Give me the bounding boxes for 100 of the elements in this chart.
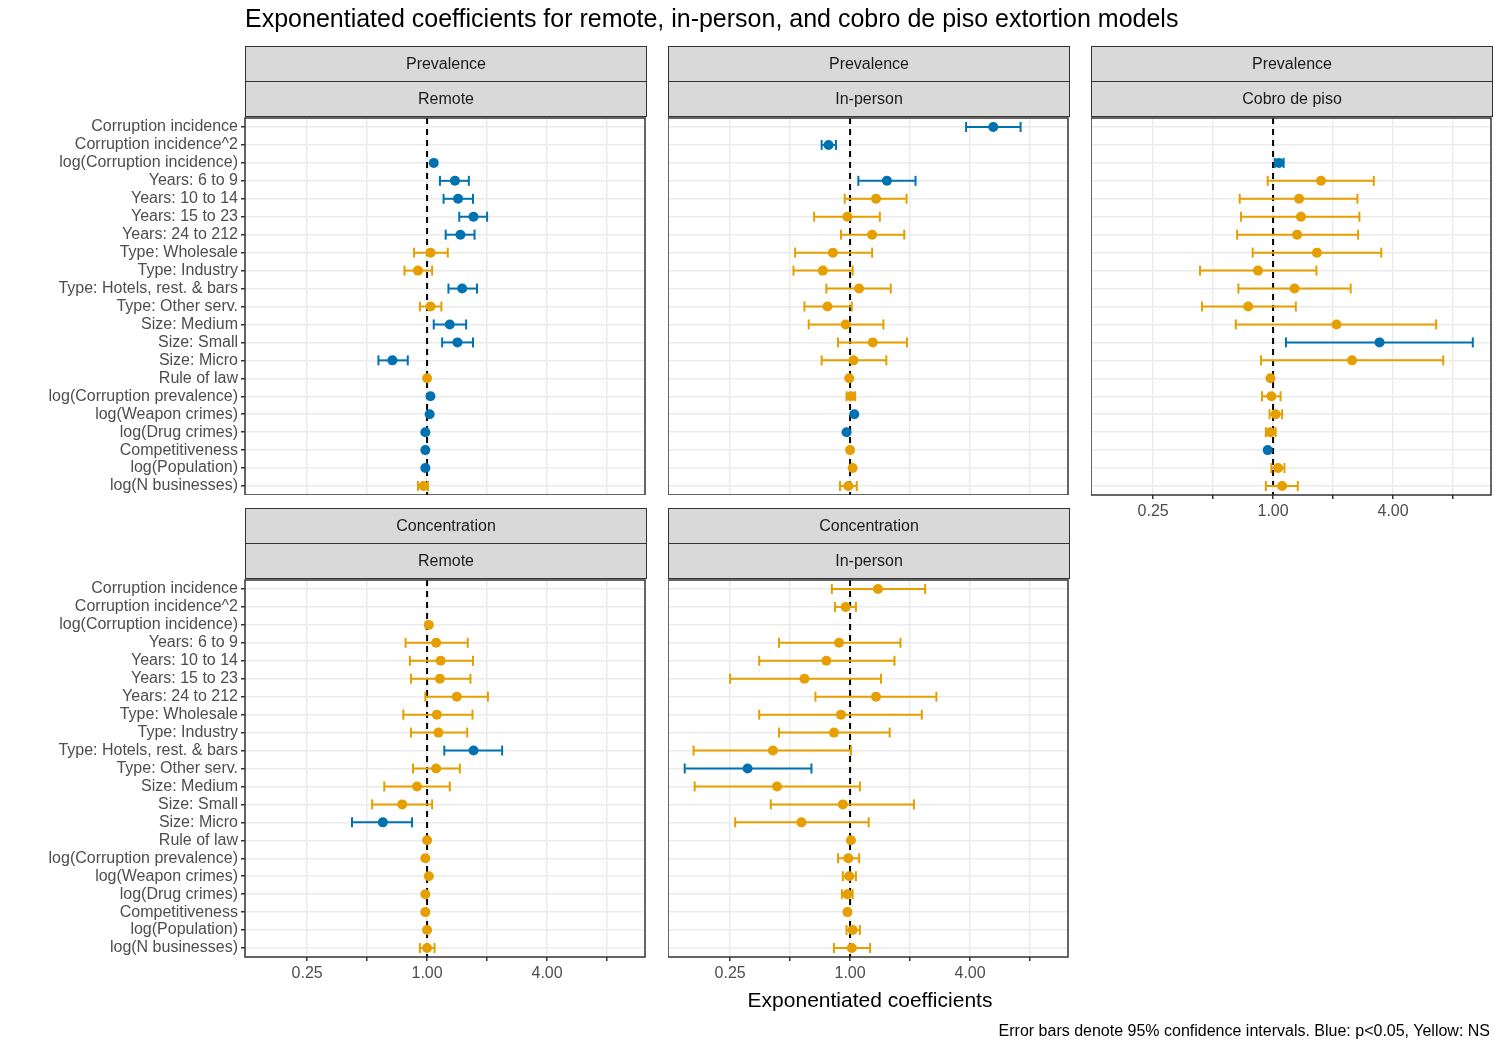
- point: [431, 709, 442, 720]
- point: [457, 283, 468, 294]
- point: [425, 391, 436, 402]
- point: [796, 817, 807, 828]
- chart-subtitle: Concentration: [245, 508, 647, 544]
- x-tick-label: 4.00: [1377, 502, 1409, 520]
- y-tick-label: Years: 10 to 14: [130, 189, 239, 207]
- point: [423, 619, 434, 630]
- y-tick-label: log(N businesses): [109, 938, 238, 956]
- point: [449, 175, 460, 186]
- y-tick-label: Size: Medium: [141, 314, 238, 332]
- point: [420, 889, 431, 900]
- text: Error bars denote 95% confidence intervals. Blue: p<0.05, Yellow: NS: [998, 1022, 1490, 1040]
- y-tick-label: log(Population): [130, 920, 238, 938]
- point: [453, 193, 464, 204]
- y-tick-label: Type: Wholesale: [119, 705, 239, 723]
- point: [420, 463, 431, 474]
- text: In-person: [668, 81, 1070, 117]
- y-tick-label: Years: 6 to 9: [148, 171, 239, 189]
- y-tick-label: Competitiveness: [119, 440, 238, 458]
- y-tick-label: Corruption incidence^2: [74, 135, 239, 153]
- point: [422, 925, 433, 936]
- text: Exponentiated coefficients for remote, in-person, and cobro de piso extortion models: [245, 4, 1179, 33]
- y-tick-label: Corruption incidence: [91, 117, 239, 135]
- point: [420, 427, 431, 438]
- x-tick-label: 4.00: [531, 964, 563, 982]
- x-tick-label: 0.25: [291, 964, 323, 982]
- y-tick-label: log(Corruption incidence): [59, 615, 238, 633]
- y-tick-label: Corruption incidence: [91, 579, 239, 597]
- x-tick-label: 0.25: [714, 964, 746, 982]
- y-tick-label: log(Drug crimes): [119, 884, 238, 902]
- y-tick-label: Years: 15 to 23: [130, 669, 239, 687]
- y-tick-label: Years: 6 to 9: [148, 633, 239, 651]
- point: [452, 337, 463, 348]
- point: [435, 655, 446, 666]
- y-tick-label: log(Population): [130, 458, 238, 476]
- point: [846, 943, 857, 954]
- point: [422, 835, 433, 846]
- y-tick-label: Type: Industry: [137, 723, 238, 740]
- y-tick-label: log(Corruption prevalence): [48, 386, 238, 404]
- y-tick-label: log(Drug crimes): [119, 422, 238, 440]
- y-tick-label: log(Corruption prevalence): [48, 848, 238, 866]
- point: [423, 871, 434, 882]
- point: [840, 601, 851, 612]
- y-tick-label: Corruption incidence^2: [74, 597, 239, 615]
- y-tick-label: Type: Wholesale: [119, 243, 239, 261]
- point: [845, 835, 856, 846]
- text: Remote: [245, 81, 647, 117]
- y-tick-label: Size: Medium: [141, 776, 238, 794]
- y-tick-label: Years: 24 to 212: [122, 225, 239, 243]
- y-tick-label: Years: 24 to 212: [122, 687, 239, 705]
- point: [455, 229, 466, 240]
- point: [425, 247, 436, 258]
- y-tick-label: log(Corruption incidence): [59, 153, 238, 171]
- y-tick-label: Years: 10 to 14: [130, 651, 239, 669]
- point: [431, 637, 442, 648]
- y-tick-label: Type: Hotels, rest. & bars: [58, 278, 238, 296]
- y-tick-label: Competitiveness: [119, 902, 238, 920]
- point: [422, 373, 433, 384]
- y-tick-label: Type: Industry: [137, 261, 238, 278]
- point: [424, 409, 435, 420]
- y-tick-label: Type: Other serv.: [116, 758, 238, 776]
- point: [835, 709, 846, 720]
- y-tick-label: Type: Other serv.: [116, 296, 238, 314]
- y-tick-label: log(Weapon crimes): [95, 866, 238, 884]
- x-tick-label: 1.00: [411, 964, 443, 982]
- y-tick-label: Type: Hotels, rest. & bars: [58, 740, 238, 758]
- point: [842, 907, 853, 918]
- y-tick-label: log(Weapon crimes): [95, 404, 238, 422]
- point: [434, 673, 445, 684]
- x-tick-label: 1.00: [834, 964, 866, 982]
- y-tick-label: Size: Small: [157, 794, 238, 812]
- chart-subtitle: Prevalence: [668, 46, 1070, 82]
- y-tick-label: log(N businesses): [109, 476, 238, 494]
- point: [412, 781, 422, 792]
- x-tick-label: 1.00: [1257, 502, 1289, 520]
- text: Cobro de piso: [1091, 81, 1493, 117]
- y-tick-label: Rule of law: [158, 368, 239, 386]
- point: [425, 301, 436, 312]
- point: [433, 727, 444, 738]
- point: [422, 943, 433, 954]
- text: Remote: [245, 543, 647, 579]
- point: [444, 319, 455, 330]
- point: [420, 907, 431, 918]
- y-tick-label: Size: Micro: [158, 350, 239, 368]
- x-tick-label: 0.25: [1137, 502, 1169, 520]
- x-tick-label: 4.00: [954, 964, 986, 982]
- point: [799, 673, 810, 684]
- point: [428, 157, 439, 168]
- y-tick-label: Rule of law: [158, 830, 239, 848]
- chart-subtitle: Prevalence: [1091, 46, 1493, 82]
- chart-subtitle: Prevalence: [245, 46, 647, 82]
- point: [431, 763, 442, 774]
- text: In-person: [668, 543, 1070, 579]
- point: [420, 445, 431, 456]
- y-tick-label: Years: 15 to 23: [130, 207, 239, 225]
- chart-subtitle: Concentration: [668, 508, 1070, 544]
- point: [837, 799, 848, 810]
- x-axis-title: Exponentiated coefficients: [747, 988, 993, 1012]
- point: [420, 853, 431, 864]
